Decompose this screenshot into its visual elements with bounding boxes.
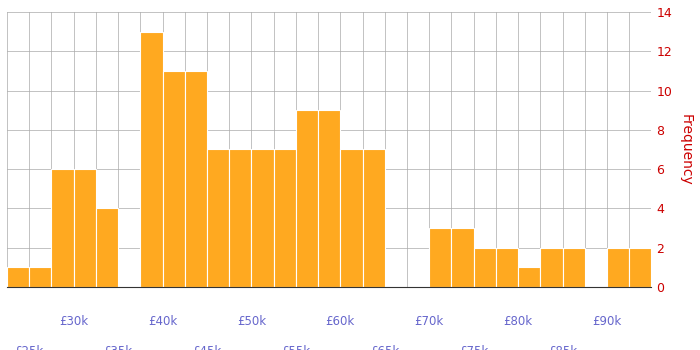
Bar <box>429 228 452 287</box>
Bar <box>518 267 540 287</box>
Text: £60k: £60k <box>326 315 355 328</box>
Text: £30k: £30k <box>59 315 88 328</box>
Text: £80k: £80k <box>503 315 533 328</box>
Text: £45k: £45k <box>193 345 222 350</box>
Y-axis label: Frequency: Frequency <box>679 114 693 186</box>
Text: £90k: £90k <box>592 315 622 328</box>
Text: £55k: £55k <box>281 345 310 350</box>
Text: £75k: £75k <box>459 345 489 350</box>
Bar <box>318 110 340 287</box>
Bar <box>162 71 185 287</box>
Bar <box>474 248 496 287</box>
Bar <box>29 267 51 287</box>
Bar <box>140 32 162 287</box>
Bar <box>7 267 29 287</box>
Text: £35k: £35k <box>104 345 132 350</box>
Bar <box>51 169 74 287</box>
Bar <box>74 169 96 287</box>
Bar <box>274 149 296 287</box>
Bar <box>607 248 629 287</box>
Text: £70k: £70k <box>414 315 444 328</box>
Bar <box>251 149 274 287</box>
Text: £40k: £40k <box>148 315 177 328</box>
Bar <box>563 248 584 287</box>
Text: £85k: £85k <box>548 345 577 350</box>
Bar <box>540 248 563 287</box>
Bar <box>340 149 363 287</box>
Bar <box>496 248 518 287</box>
Bar <box>185 71 207 287</box>
Text: £50k: £50k <box>237 315 266 328</box>
Bar <box>96 208 118 287</box>
Text: £25k: £25k <box>15 345 44 350</box>
Bar <box>629 248 652 287</box>
Bar <box>452 228 474 287</box>
Bar <box>296 110 318 287</box>
Bar <box>363 149 385 287</box>
Bar <box>207 149 229 287</box>
Text: £65k: £65k <box>370 345 400 350</box>
Bar <box>229 149 251 287</box>
